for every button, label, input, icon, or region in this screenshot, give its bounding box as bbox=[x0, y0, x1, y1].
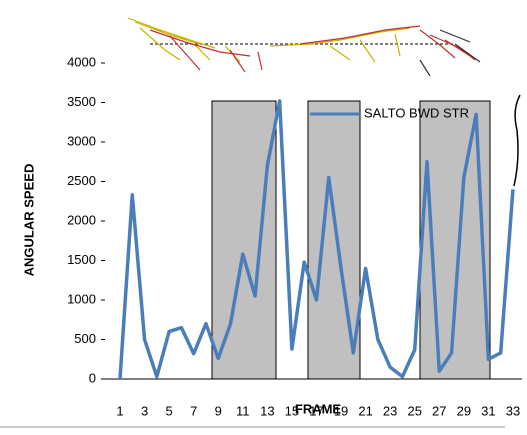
x-tick-label: 3 bbox=[141, 403, 148, 418]
x-axis-title: FRAME bbox=[295, 401, 342, 416]
legend-label: SALTO BWD STR bbox=[364, 105, 469, 120]
x-tick-label: 25 bbox=[407, 403, 421, 418]
x-tick-label: 7 bbox=[190, 403, 197, 418]
series-line bbox=[118, 99, 515, 380]
y-axis-title: ANGULAR SPEED bbox=[21, 164, 36, 277]
x-tick-label: 21 bbox=[358, 403, 372, 418]
figure-strip bbox=[127, 17, 481, 77]
x-tick-label: 31 bbox=[481, 403, 495, 418]
x-tick-label: 19 bbox=[334, 403, 348, 418]
edge-curve bbox=[513, 94, 521, 187]
x-tick-label: 15 bbox=[285, 403, 299, 418]
x-tick-label: 1 bbox=[116, 403, 123, 418]
y-tick-label: 500 bbox=[74, 331, 96, 346]
y-tick-label: 1000 bbox=[67, 291, 96, 306]
x-tick-label: 13 bbox=[260, 403, 274, 418]
y-tick-label: 3500 bbox=[67, 94, 96, 109]
y-tick-label: 1500 bbox=[67, 252, 96, 267]
y-tick-label: 2500 bbox=[67, 173, 96, 188]
y-tick-label: 3000 bbox=[67, 133, 96, 148]
y-tick-label: 4000 bbox=[67, 54, 96, 69]
x-tick-label: 29 bbox=[457, 403, 471, 418]
x-tick-label: 5 bbox=[166, 403, 173, 418]
x-tick-label: 23 bbox=[383, 403, 397, 418]
x-tick-label: 9 bbox=[215, 403, 222, 418]
x-tick-label: 33 bbox=[506, 403, 520, 418]
y-tick-label: 0 bbox=[89, 370, 96, 385]
x-tick-label: 17 bbox=[309, 403, 323, 418]
x-tick-label: 27 bbox=[432, 403, 446, 418]
x-tick-label: 11 bbox=[236, 403, 250, 418]
y-tick-label: 2000 bbox=[67, 212, 96, 227]
